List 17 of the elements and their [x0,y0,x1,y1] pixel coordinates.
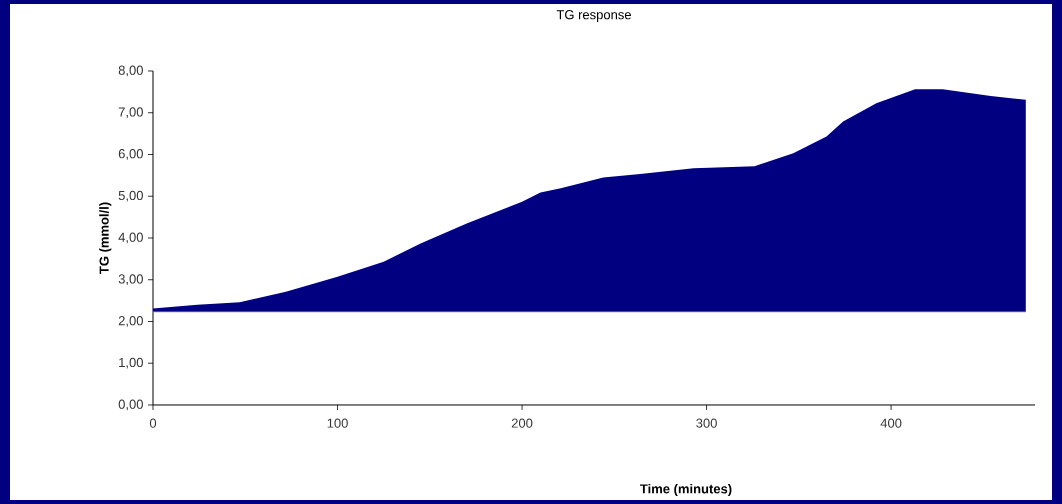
y-axis-title: TG (mmol/l) [99,202,112,274]
y-tick-label: 4,00 [118,232,143,244]
x-tick-label: 400 [880,418,902,428]
x-tick-label: 200 [511,418,533,428]
x-tick-label: 0 [149,418,157,428]
y-tick-label: 2,00 [118,316,143,327]
chart-title: TG response [556,10,631,22]
y-tick-label: 8,00 [118,65,143,77]
x-axis-title: Time (minutes) [640,483,732,497]
y-tick-label: 1,00 [119,357,143,369]
x-tick-label: 300 [696,418,717,428]
y-tick-label: 7,00 [118,107,143,119]
y-tick-label: 5,00 [118,190,143,202]
x-tick-label: 100 [327,418,348,428]
y-tick-label: 0,00 [118,399,143,411]
y-tick-label: 3,00 [118,274,143,286]
y-tick-label: 6,00 [118,149,143,160]
